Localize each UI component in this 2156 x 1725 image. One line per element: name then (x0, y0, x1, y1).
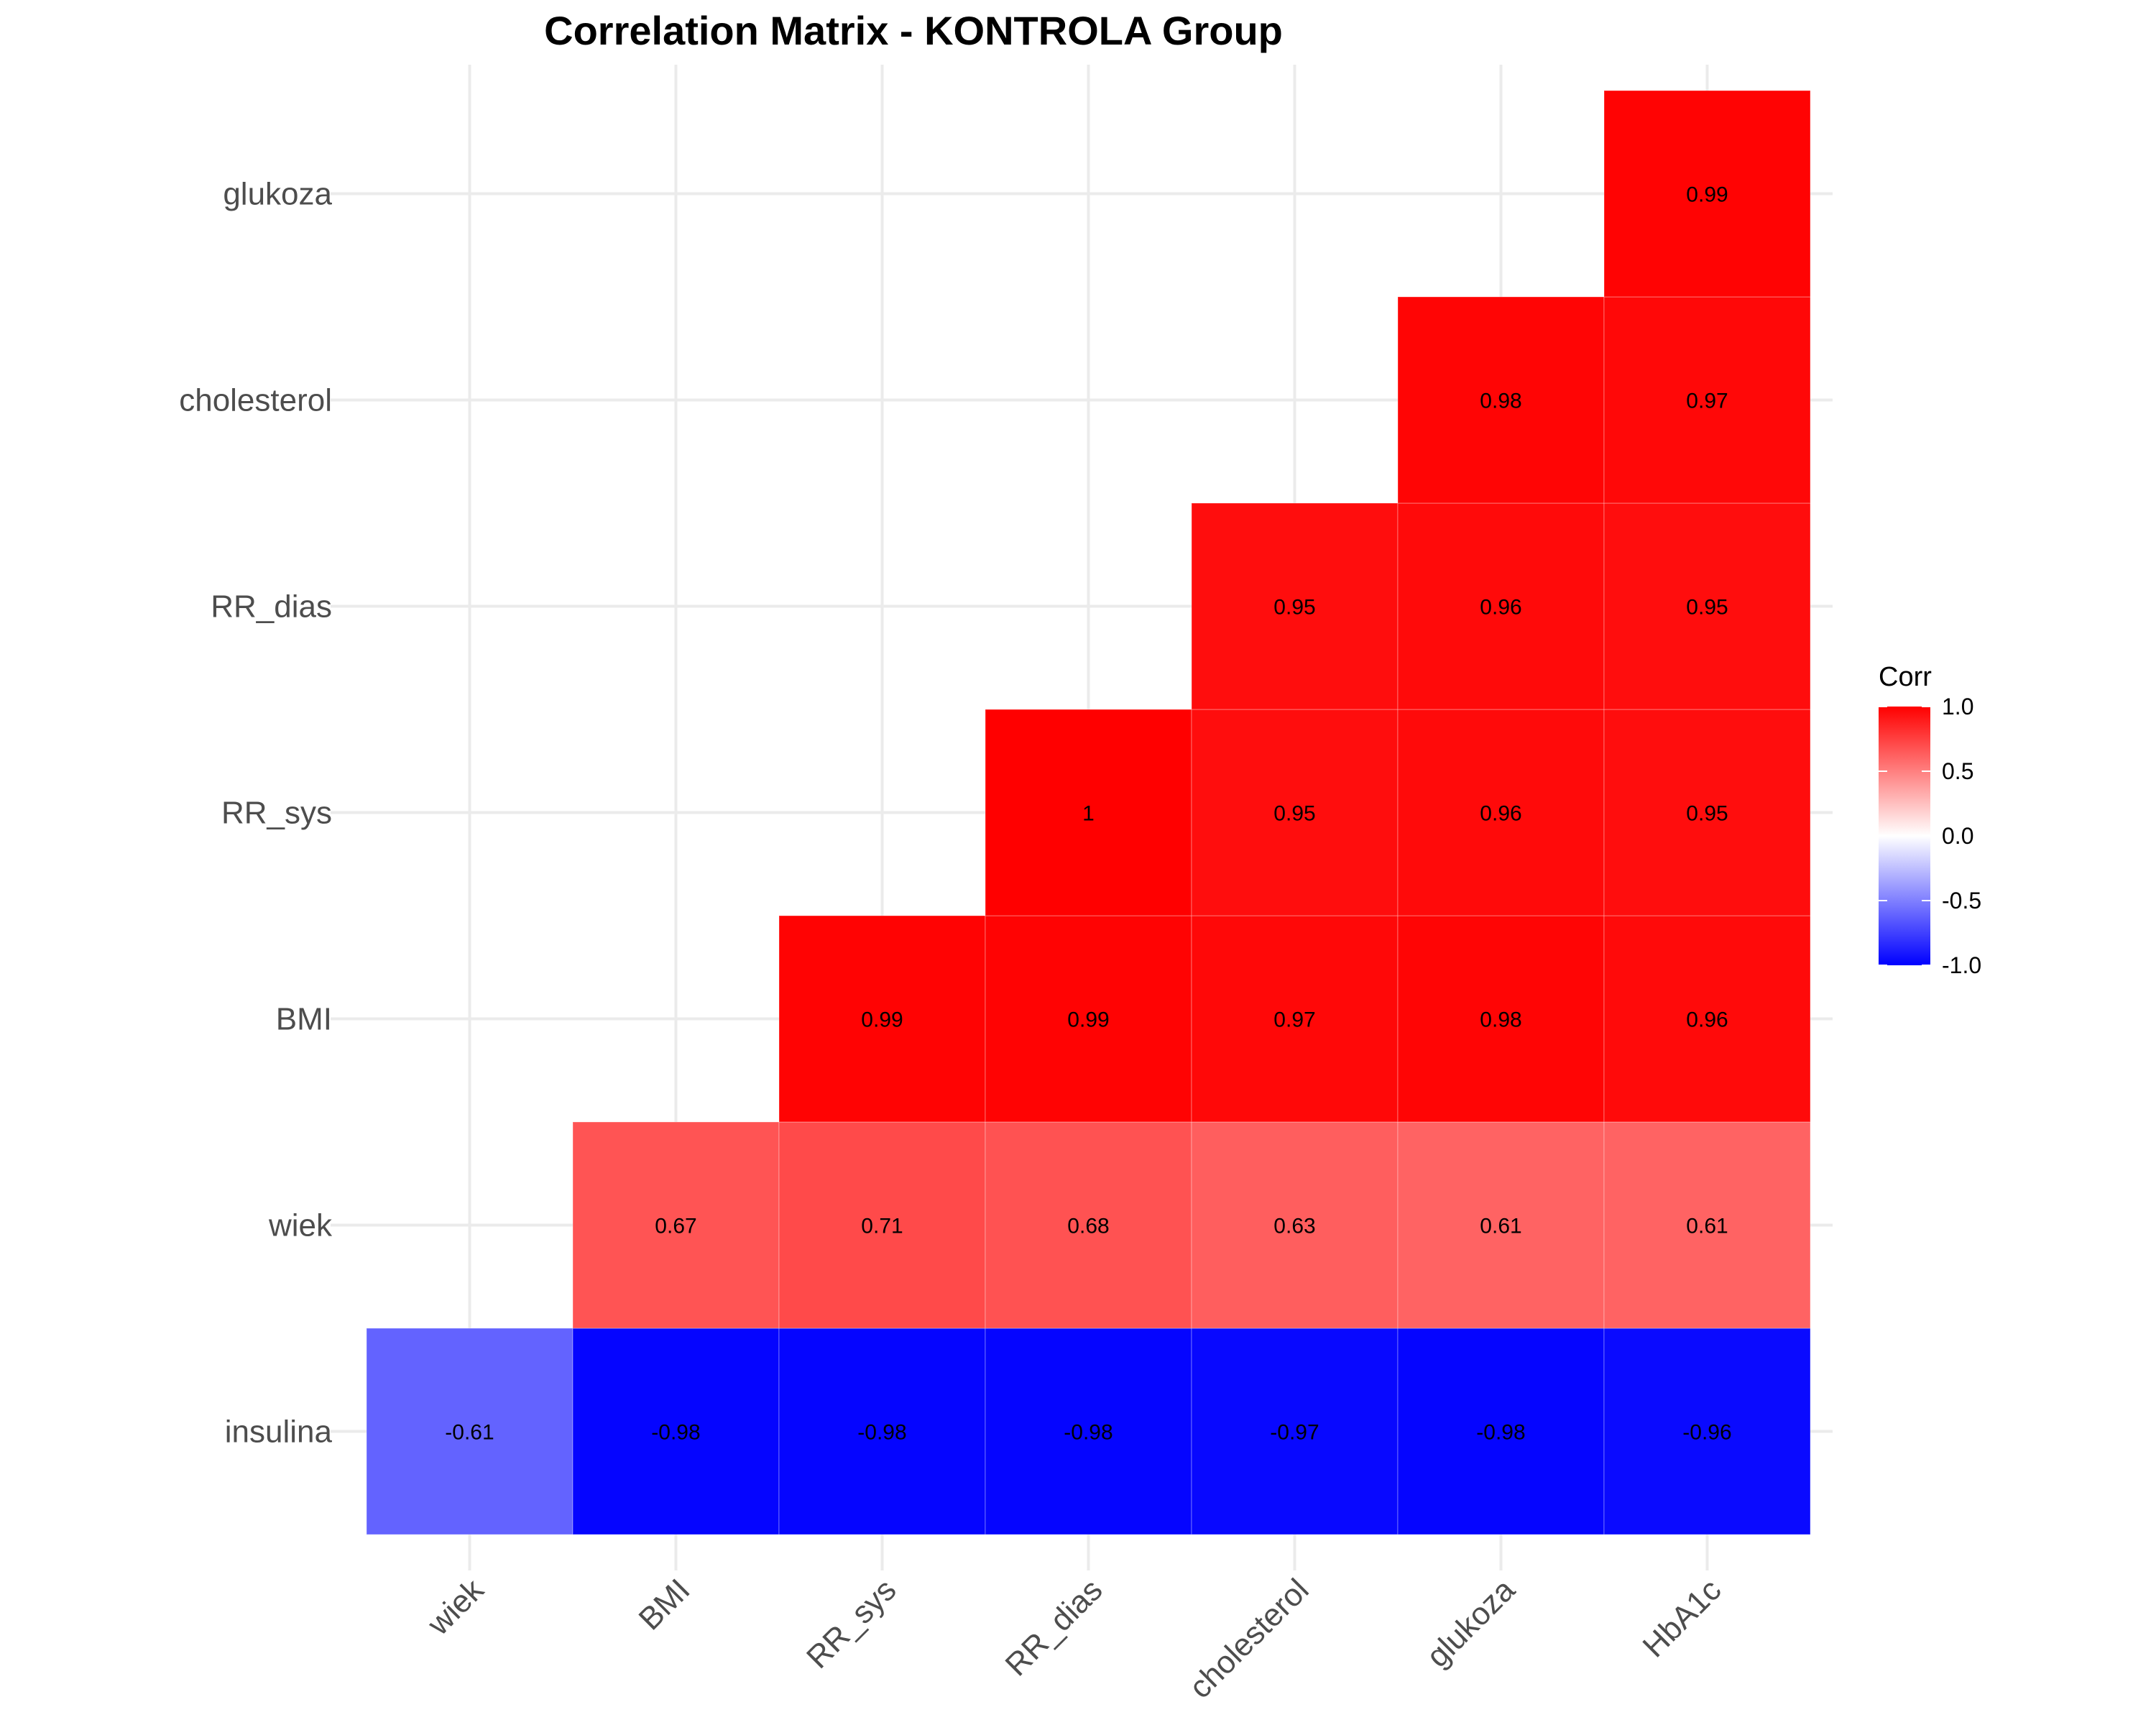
cell-value-label-glukoza-cholesterol: 0.98 (1480, 390, 1521, 413)
cell-value-label-glukoza-rr-sys: 0.96 (1480, 802, 1521, 826)
cell-value-label-hba1c-insulina: -0.96 (1682, 1421, 1731, 1445)
heatmap-cell-glukoza-insulina (1397, 1328, 1605, 1535)
x-tick-label-glukoza: glukoza (1420, 1572, 1522, 1674)
x-tick-label-rr-dias: RR_dias (999, 1572, 1110, 1683)
heatmap-cell-rr-dias-insulina (985, 1328, 1192, 1535)
heatmap-cell-hba1c-wiek (1603, 1121, 1811, 1329)
color-legend: Corr 1.0 0.5 0.0 -0.5 -1.0 (1879, 662, 1981, 978)
y-tick-label-insulina: insulina (225, 1414, 333, 1450)
heatmap-cell-hba1c-glukoza (1603, 90, 1811, 298)
cell-value-label-rr-sys-bmi: 0.99 (861, 1008, 903, 1032)
heatmap-cell-cholesterol-bmi (1191, 915, 1399, 1123)
legend-tick-label: -0.5 (1942, 888, 1981, 914)
cell-value-label-bmi-insulina: -0.98 (651, 1421, 700, 1445)
cell-value-label-glukoza-wiek: 0.61 (1480, 1215, 1521, 1238)
cell-value-label-hba1c-rr-dias: 0.95 (1686, 596, 1728, 620)
x-axis-tick-labels: wiek BMI RR_sys RR_dias cholesterol glukoza Hb… (420, 1572, 1728, 1706)
legend-tick-label: 0.0 (1942, 823, 1973, 849)
heatmap-cell-cholesterol-rr-sys (1191, 709, 1399, 916)
legend-ticks: 1.0 0.5 0.0 -0.5 -1.0 (1879, 694, 1981, 978)
cell-value-label-hba1c-rr-sys: 0.95 (1686, 802, 1728, 826)
chart-title: Correlation Matrix - KONTROLA Group (544, 8, 1283, 53)
cell-value-label-hba1c-cholesterol: 0.97 (1686, 390, 1728, 413)
cell-value-label-glukoza-bmi: 0.98 (1480, 1008, 1521, 1032)
heatmap-cell-hba1c-rr-dias (1603, 502, 1811, 710)
cell-value-label-bmi-wiek: 0.67 (655, 1215, 696, 1238)
cell-value-label-cholesterol-rr-dias: 0.95 (1273, 596, 1315, 620)
cell-value-label-rr-sys-wiek: 0.71 (861, 1215, 903, 1238)
heatmap-cell-glukoza-bmi (1397, 915, 1605, 1123)
heatmap-cell-bmi-insulina (572, 1328, 780, 1535)
cell-value-label-cholesterol-wiek: 0.63 (1273, 1215, 1315, 1238)
x-tick-label-bmi: BMI (632, 1572, 697, 1637)
heatmap-cell-bmi-wiek (572, 1121, 780, 1329)
cell-value-label-hba1c-glukoza: 0.99 (1686, 183, 1728, 207)
cell-value-label-hba1c-bmi: 0.96 (1686, 1008, 1728, 1032)
cell-value-label-glukoza-insulina: -0.98 (1476, 1421, 1525, 1445)
heatmap-cell-rr-dias-bmi (985, 915, 1192, 1123)
heatmap-cell-hba1c-insulina (1603, 1328, 1811, 1535)
heatmap-cell-glukoza-cholesterol (1397, 296, 1605, 504)
cell-value-label-rr-dias-wiek: 0.68 (1067, 1215, 1109, 1238)
heatmap-cell-hba1c-rr-sys (1603, 709, 1811, 916)
y-tick-label-wiek: wiek (268, 1208, 333, 1243)
heatmap-cell-rr-sys-insulina (778, 1328, 986, 1535)
heatmap-cell-hba1c-cholesterol (1603, 296, 1811, 504)
cell-value-label-glukoza-rr-dias: 0.96 (1480, 596, 1521, 620)
heatmap-cell-cholesterol-wiek (1191, 1121, 1399, 1329)
y-tick-label-bmi: BMI (276, 1002, 332, 1037)
cell-value-label-rr-dias-insulina: -0.98 (1064, 1421, 1112, 1445)
x-tick-label-rr-sys: RR_sys (800, 1572, 903, 1675)
cell-value-label-hba1c-wiek: 0.61 (1686, 1215, 1728, 1238)
cell-value-label-rr-sys-insulina: -0.98 (857, 1421, 906, 1445)
cell-value-label-cholesterol-bmi: 0.97 (1273, 1008, 1315, 1032)
legend-title: Corr (1879, 662, 1932, 692)
y-tick-label-cholesterol: cholesterol (179, 383, 332, 418)
cell-value-label-rr-dias-bmi: 0.99 (1067, 1008, 1109, 1032)
heatmap-cell-rr-sys-bmi (778, 915, 986, 1123)
legend-tick-label: -1.0 (1942, 952, 1981, 978)
heatmap-cell-glukoza-wiek (1397, 1121, 1605, 1329)
y-tick-label-glukoza: glukoza (223, 177, 332, 212)
heatmap-cell-hba1c-bmi (1603, 915, 1811, 1123)
heatmap-cell-rr-sys-wiek (778, 1121, 986, 1329)
cell-value-label-cholesterol-rr-sys: 0.95 (1273, 802, 1315, 826)
x-tick-label-wiek: wiek (420, 1572, 491, 1642)
heatmap-cell-rr-dias-rr-sys (985, 709, 1192, 916)
legend-tick-label: 0.5 (1942, 758, 1973, 784)
cell-value-label-rr-dias-rr-sys: 1 (1082, 802, 1095, 826)
heatmap-cell-glukoza-rr-sys (1397, 709, 1605, 916)
heatmap-cell-wiek-insulina (366, 1328, 573, 1535)
cell-value-label-cholesterol-insulina: -0.97 (1270, 1421, 1319, 1445)
heatmap-cell-glukoza-rr-dias (1397, 502, 1605, 710)
x-tick-label-cholesterol: cholesterol (1182, 1572, 1315, 1705)
y-axis-tick-labels: insulina wiek BMI RR_sys RR_dias cholesterol g… (179, 177, 333, 1450)
heatmap-cells: -0.61 -0.98 -0.98 -0.98 -0.97 -0.98 -0.96 0.67 0… (366, 90, 1811, 1535)
legend-tick-label: 1.0 (1942, 694, 1973, 719)
y-tick-label-rr-sys: RR_sys (221, 796, 332, 831)
cell-value-label-wiek-insulina: -0.61 (445, 1421, 494, 1445)
y-tick-label-rr-dias: RR_dias (211, 589, 332, 625)
x-tick-label-hba1c: HbA1c (1636, 1572, 1728, 1664)
